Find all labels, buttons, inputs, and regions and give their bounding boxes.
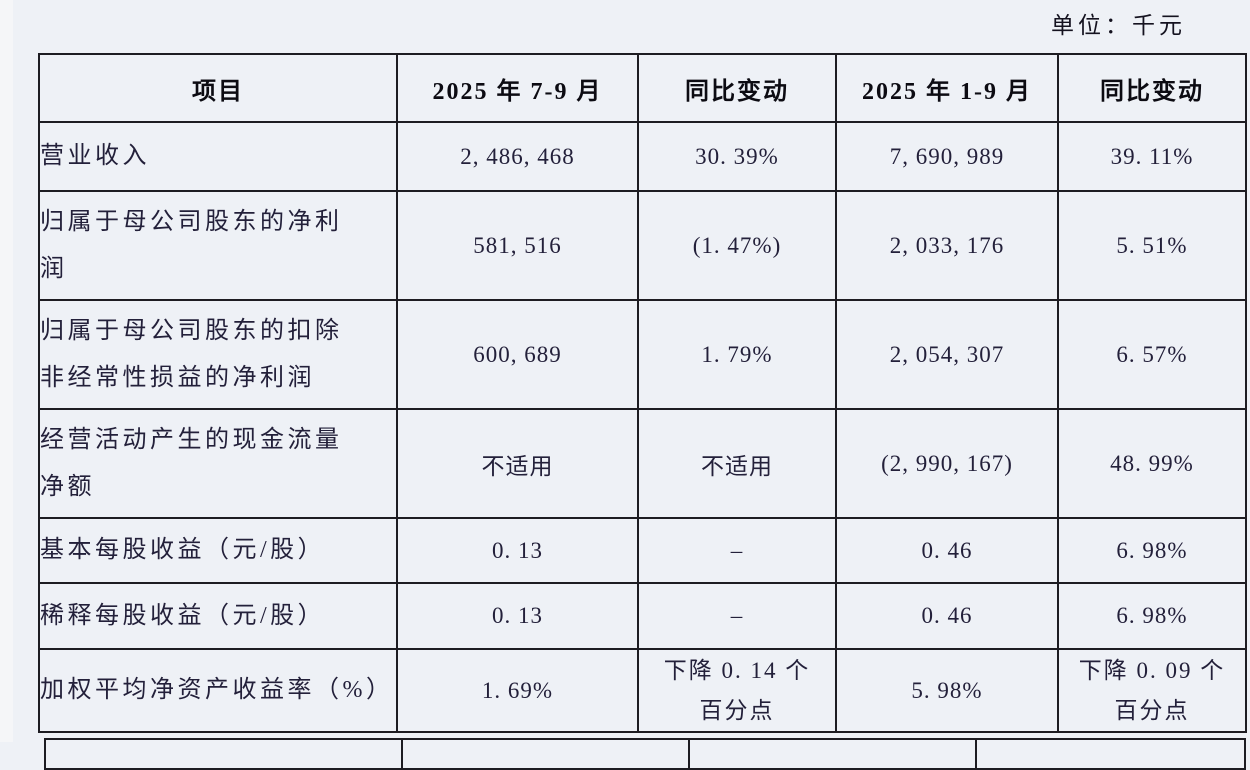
- header-q3-yoy: 同比变动: [637, 53, 837, 123]
- cell-ytd-yoy: 下降 0. 09 个 百分点: [1057, 648, 1247, 733]
- column-divider: [688, 740, 690, 768]
- cell-q3-value: 0. 13: [396, 517, 639, 584]
- row-label: 基本每股收益（元/股）: [38, 517, 398, 584]
- next-table-partial-row: [44, 738, 1246, 770]
- cell-q3-value: 581, 516: [396, 190, 639, 301]
- cell-q3-value: 1. 69%: [396, 648, 639, 733]
- cell-ytd-value: 5. 98%: [835, 648, 1059, 733]
- cell-q3-yoy: (1. 47%): [637, 190, 837, 301]
- cell-ytd-value: 7, 690, 989: [835, 121, 1059, 192]
- row-label: 稀释每股收益（元/股）: [38, 582, 398, 650]
- cell-q3-value: 不适用: [396, 408, 639, 519]
- cell-q3-yoy: 不适用: [637, 408, 837, 519]
- header-ytd-period: 2025 年 1-9 月: [835, 53, 1059, 123]
- table-row-revenue: 营业收入 2, 486, 468 30. 39% 7, 690, 989 39.…: [38, 121, 1247, 192]
- cell-q3-yoy: 1. 79%: [637, 299, 837, 410]
- cell-q3-value: 0. 13: [396, 582, 639, 650]
- header-q3-period: 2025 年 7-9 月: [396, 53, 639, 123]
- page-left-margin: [0, 0, 13, 742]
- cell-q3-yoy: –: [637, 517, 837, 584]
- cell-ytd-yoy: 6. 98%: [1057, 517, 1247, 584]
- table-row-weighted-roe: 加权平均净资产收益率（%） 1. 69% 下降 0. 14 个 百分点 5. 9…: [38, 648, 1247, 733]
- row-label: 归属于母公司股东的净利 润: [38, 190, 398, 301]
- column-divider: [401, 740, 403, 768]
- table-row-operating-cash-flow: 经营活动产生的现金流量 净额 不适用 不适用 (2, 990, 167) 48.…: [38, 408, 1247, 519]
- cell-ytd-value: 0. 46: [835, 517, 1059, 584]
- table-row-basic-eps: 基本每股收益（元/股） 0. 13 – 0. 46 6. 98%: [38, 517, 1247, 584]
- cell-ytd-yoy: 6. 98%: [1057, 582, 1247, 650]
- row-label: 加权平均净资产收益率（%）: [38, 648, 398, 733]
- cell-ytd-yoy: 6. 57%: [1057, 299, 1247, 410]
- row-label: 归属于母公司股东的扣除 非经常性损益的净利润: [38, 299, 398, 410]
- table-row-net-profit: 归属于母公司股东的净利 润 581, 516 (1. 47%) 2, 033, …: [38, 190, 1247, 301]
- cell-ytd-yoy: 5. 51%: [1057, 190, 1247, 301]
- cell-ytd-yoy: 48. 99%: [1057, 408, 1247, 519]
- cell-q3-value: 600, 689: [396, 299, 639, 410]
- cell-q3-yoy: –: [637, 582, 837, 650]
- financial-results-table: 项目 2025 年 7-9 月 同比变动 2025 年 1-9 月 同比变动 营…: [38, 53, 1247, 733]
- table-row-diluted-eps: 稀释每股收益（元/股） 0. 13 – 0. 46 6. 98%: [38, 582, 1247, 650]
- column-divider: [975, 740, 977, 768]
- cell-ytd-value: 2, 033, 176: [835, 190, 1059, 301]
- unit-label: 单位：千元: [1051, 13, 1186, 38]
- cell-ytd-value: (2, 990, 167): [835, 408, 1059, 519]
- row-label: 营业收入: [38, 121, 398, 192]
- cell-ytd-value: 2, 054, 307: [835, 299, 1059, 410]
- cell-q3-yoy: 下降 0. 14 个 百分点: [637, 648, 837, 733]
- header-ytd-yoy: 同比变动: [1057, 53, 1247, 123]
- cell-ytd-yoy: 39. 11%: [1057, 121, 1247, 192]
- cell-q3-value: 2, 486, 468: [396, 121, 639, 192]
- table-row-net-profit-excl-nonrecurring: 归属于母公司股东的扣除 非经常性损益的净利润 600, 689 1. 79% 2…: [38, 299, 1247, 410]
- cell-ytd-value: 0. 46: [835, 582, 1059, 650]
- cell-q3-yoy: 30. 39%: [637, 121, 837, 192]
- table-header-row: 项目 2025 年 7-9 月 同比变动 2025 年 1-9 月 同比变动: [38, 53, 1247, 123]
- header-item: 项目: [38, 53, 398, 123]
- row-label: 经营活动产生的现金流量 净额: [38, 408, 398, 519]
